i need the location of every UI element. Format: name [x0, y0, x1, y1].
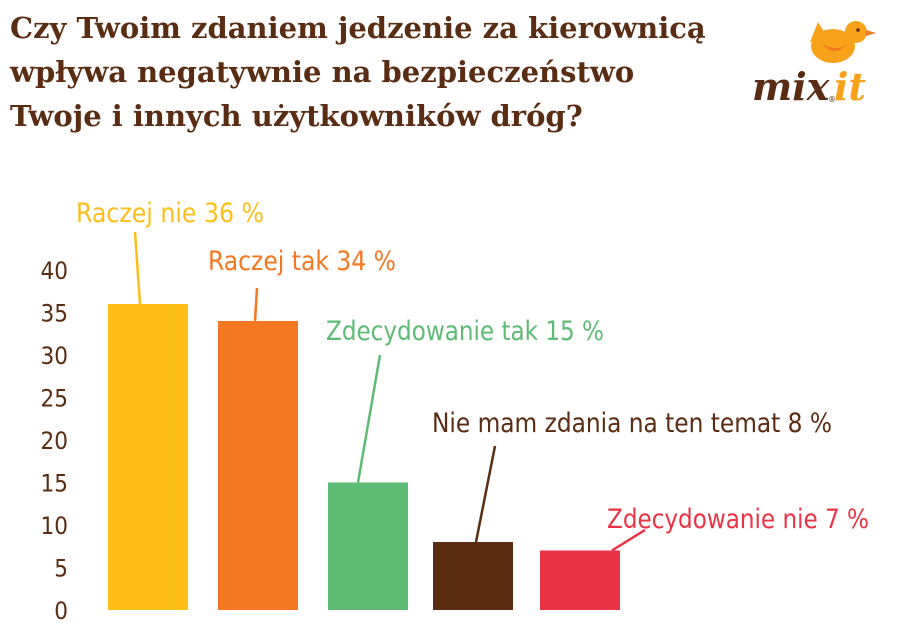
data-label: Raczej tak 34 % — [208, 246, 396, 277]
y-tick-label: 5 — [54, 555, 68, 583]
title-line: Czy Twoim zdaniem jedzenie za kierownicą — [10, 11, 706, 45]
leader-line — [133, 231, 142, 305]
bar — [108, 304, 188, 610]
leader-line — [253, 287, 259, 322]
data-label: Zdecydowanie nie 7 % — [607, 504, 869, 535]
y-tick-label: 40 — [41, 257, 68, 285]
y-tick-label: 10 — [41, 512, 68, 540]
y-tick-label: 20 — [41, 427, 68, 455]
logo-registered-mark: ® — [828, 95, 836, 104]
bar — [328, 482, 408, 610]
y-tick-label: 15 — [41, 470, 68, 498]
y-tick-label: 30 — [41, 342, 68, 370]
data-label: Raczej nie 36 % — [76, 198, 264, 229]
logo-text-suffix: it — [834, 64, 866, 109]
bar — [433, 542, 513, 610]
mixit-logo: mix it ® — [752, 21, 876, 109]
y-tick-label: 25 — [41, 385, 68, 413]
leader-line — [611, 528, 646, 552]
logo-text-prefix: mix — [752, 64, 831, 109]
data-label: Nie mam zdania na ten temat 8 % — [432, 408, 832, 439]
y-tick-label: 35 — [41, 300, 68, 328]
bird-icon — [810, 21, 876, 63]
bar — [218, 321, 298, 610]
leader-line — [474, 445, 497, 543]
data-label: Zdecydowanie tak 15 % — [326, 316, 604, 347]
title-line: wpływa negatywnie na bezpieczeństwo — [10, 55, 635, 89]
bar — [540, 550, 620, 610]
leader-line — [356, 354, 382, 483]
chart-title: Czy Twoim zdaniem jedzenie za kierownicą… — [10, 6, 750, 138]
title-line: Twoje i innych użytkowników dróg? — [10, 99, 583, 133]
y-tick-label: 0 — [54, 597, 68, 625]
